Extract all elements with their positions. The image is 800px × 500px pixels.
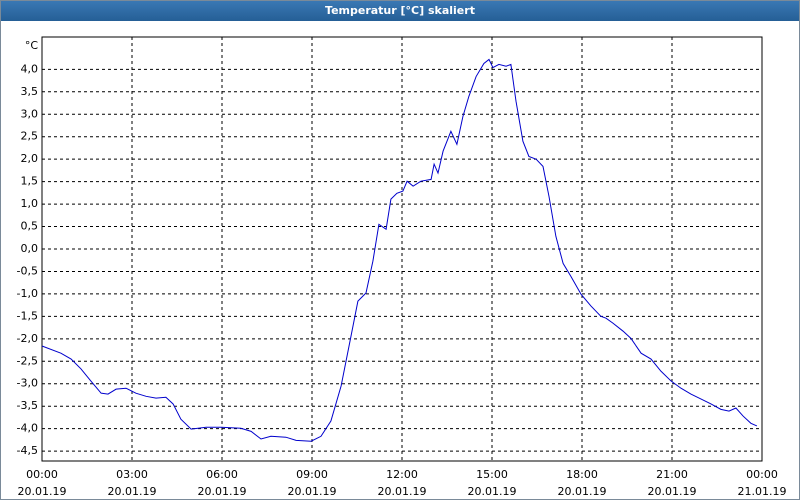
x-tick-label: 00:00 21.01.19 [737,468,787,498]
y-tick-label: -1,5 [17,309,38,322]
x-tick-label: 06:00 20.01.19 [197,468,247,498]
y-tick-label: 0,0 [21,242,39,255]
y-tick-label: -3,5 [17,399,38,412]
y-tick-label: 3,5 [21,85,39,98]
x-tick-label: 00:00 20.01.19 [17,468,67,498]
y-tick-label: -4,5 [17,444,38,457]
temperature-line [41,58,758,442]
y-tick-label: -2,0 [17,332,38,345]
x-tick-label: 21:00 20.01.19 [647,468,697,498]
window-title: Temperatur [°C] skaliert [1,1,799,21]
x-tick-label: 03:00 20.01.19 [107,468,157,498]
y-unit: °C [25,39,39,52]
y-tick-label: -4,0 [17,422,38,435]
y-tick-label: 3,0 [21,107,39,120]
y-tick-label: -2,5 [17,354,38,367]
y-tick-label: -3,0 [17,377,38,390]
x-tick-label: 09:00 20.01.19 [287,468,337,498]
y-tick-label: 4,0 [21,62,39,75]
y-tick-label: -1,0 [17,287,38,300]
y-tick-label: 2,5 [21,130,39,143]
y-tick-label: 1,5 [21,175,39,188]
y-tick-label: 0,5 [21,220,39,233]
x-tick-label: 15:00 20.01.19 [467,468,517,498]
y-tick-label: -0,5 [17,264,38,277]
y-tick-label: 1,0 [21,197,39,210]
y-tick-label: 2,0 [21,152,39,165]
x-tick-label: 12:00 20.01.19 [377,468,427,498]
x-tick-label: 18:00 20.01.19 [557,468,607,498]
